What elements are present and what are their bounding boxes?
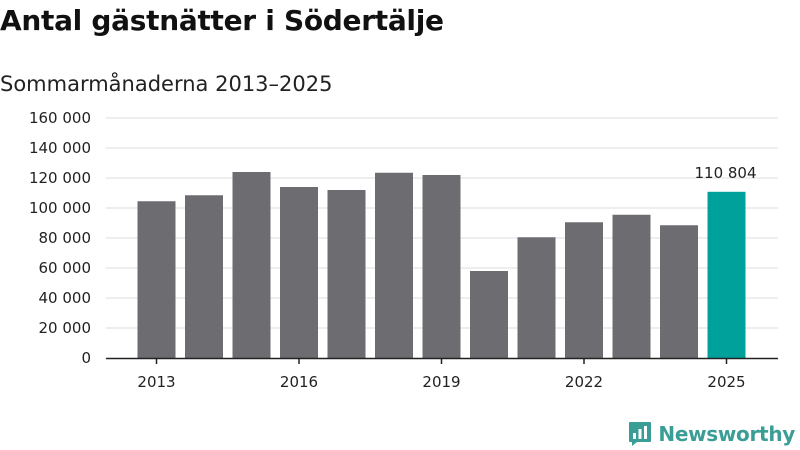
y-tick-label: 0	[81, 349, 91, 367]
bar	[612, 214, 651, 358]
x-tick-label: 2016	[280, 373, 318, 391]
y-tick-label: 120 000	[29, 169, 91, 187]
y-tick-label: 20 000	[39, 319, 92, 337]
bar	[707, 191, 746, 358]
chart-title: Antal gästnätter i Södertälje	[0, 4, 444, 37]
chart-subtitle: Sommarmånaderna 2013–2025	[0, 72, 333, 96]
newsworthy-logo: Newsworthy	[628, 420, 795, 448]
y-tick-label: 60 000	[39, 259, 92, 277]
x-tick-label: 2022	[565, 373, 603, 391]
bar	[470, 271, 508, 358]
newsworthy-logo-icon	[629, 422, 652, 446]
x-tick-label: 2025	[707, 373, 745, 391]
bar	[422, 175, 461, 358]
y-tick-label: 40 000	[39, 289, 92, 307]
bar	[517, 237, 556, 358]
bar	[137, 201, 176, 358]
bar	[185, 195, 223, 358]
bar	[565, 222, 603, 358]
brand-name: Newsworthy	[658, 422, 795, 446]
y-tick-label: 140 000	[29, 139, 91, 157]
x-tick-label: 2019	[422, 373, 460, 391]
y-tick-label: 100 000	[29, 199, 91, 217]
data-label: 110 804	[694, 164, 756, 182]
bar	[660, 225, 698, 358]
bar	[375, 172, 413, 358]
x-tick-label: 2013	[137, 373, 175, 391]
y-tick-label: 80 000	[39, 229, 92, 247]
y-tick-label: 160 000	[29, 109, 91, 127]
bar	[232, 172, 271, 358]
bar	[327, 190, 366, 358]
bar	[280, 187, 318, 358]
